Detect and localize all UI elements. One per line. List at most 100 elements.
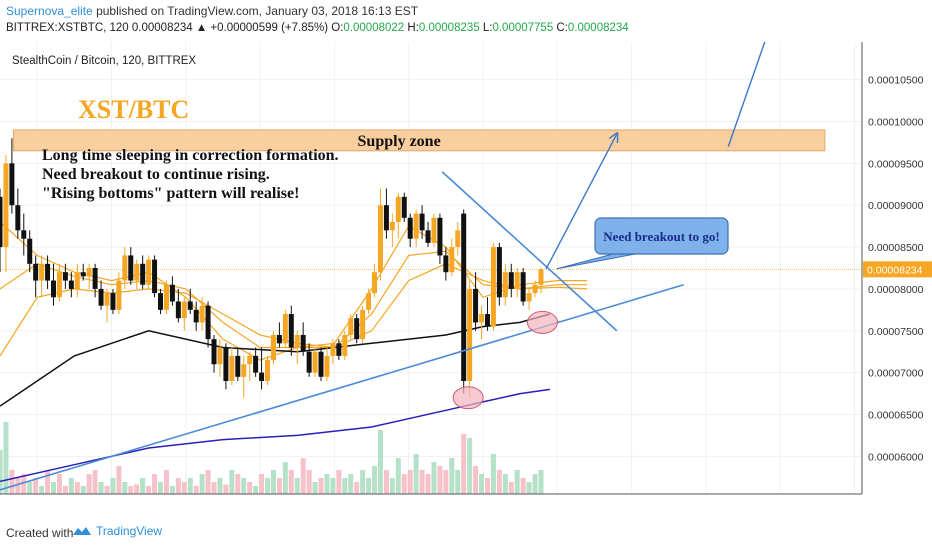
volume-bar	[300, 458, 306, 494]
candle-body	[116, 280, 122, 310]
volume-bar	[455, 470, 461, 494]
volume-bar	[235, 474, 241, 494]
tradingview-brand: TradingView	[96, 524, 163, 538]
candle-body	[134, 263, 140, 281]
note-line: Long time sleeping in correction formati…	[42, 147, 339, 164]
candle-body	[27, 238, 33, 264]
candle-body	[532, 284, 538, 294]
candle-body	[33, 263, 39, 281]
candle-body	[276, 334, 282, 344]
candle-body	[372, 272, 378, 294]
bottom-marker-circle	[526, 310, 558, 334]
volume-bar	[431, 462, 437, 494]
volume-bar	[265, 478, 271, 494]
volume-bar	[514, 470, 520, 494]
candle-body	[175, 301, 181, 319]
candle-body	[490, 247, 496, 327]
volume-bar	[21, 474, 27, 494]
candle-body	[187, 301, 193, 310]
volume-bar	[51, 482, 57, 494]
volume-bar	[366, 478, 372, 494]
price-axis: 0.00006000 0.00006500 0.00007000 0.00007500…	[861, 42, 932, 494]
volume-bar	[62, 486, 68, 494]
volume-bar	[205, 470, 211, 494]
candle-body	[467, 288, 473, 381]
candle-body	[259, 372, 265, 381]
volume-bar	[532, 474, 538, 494]
volume-bar	[306, 470, 312, 494]
candle-body	[229, 355, 235, 381]
volume-bar	[217, 478, 223, 494]
volume-bar	[288, 470, 294, 494]
candle-body	[300, 334, 306, 352]
volume-bar	[110, 478, 116, 494]
candle-body	[270, 334, 276, 361]
candle-body	[282, 314, 288, 344]
volume-bar	[270, 470, 276, 494]
candle-body	[205, 305, 211, 340]
candle-body	[449, 247, 455, 273]
volume-bar	[330, 478, 336, 494]
candle-body	[389, 221, 395, 231]
candle-body	[51, 280, 57, 298]
supply-zone-group: Supply zone	[12, 129, 826, 152]
y-tick-label: 0.00010500	[868, 75, 924, 87]
candle-body	[377, 205, 383, 273]
note-line: "Rising bottoms" pattern will realise!	[42, 185, 299, 202]
candle-body	[431, 217, 437, 243]
candle-body	[502, 272, 508, 298]
volume-bar	[437, 466, 443, 494]
y-tick-label: 0.00006000	[868, 451, 924, 463]
low-label: L:	[479, 22, 493, 34]
volume-bar	[282, 462, 288, 494]
supply-zone-label: Supply zone	[358, 133, 441, 150]
candle-body	[98, 288, 104, 306]
candle-body	[241, 364, 247, 377]
volume-bar	[383, 470, 389, 494]
candle-body	[122, 255, 128, 281]
pair-label: XST/BTC	[78, 95, 189, 124]
rising-support-line	[0, 283, 684, 491]
projection-arrow	[545, 134, 617, 270]
candle-body	[247, 355, 253, 365]
bottom-marker-circle	[452, 386, 484, 410]
candle-body	[324, 355, 330, 377]
candle-body	[306, 351, 312, 373]
volume-bar	[169, 486, 175, 494]
tradingview-link[interactable]: TradingView	[72, 524, 162, 538]
candle-body	[193, 309, 199, 323]
volume-bar	[253, 486, 259, 494]
volume-bar	[223, 484, 229, 494]
candle-body	[140, 263, 146, 285]
volume-bar	[27, 482, 33, 494]
candle-body	[128, 255, 134, 281]
candle-body	[514, 272, 520, 289]
candle-body	[163, 284, 169, 310]
candle-body	[526, 293, 532, 302]
volume-bar	[538, 470, 544, 494]
candle-body	[56, 272, 62, 298]
candle-body	[152, 259, 158, 294]
volume-bar	[80, 486, 86, 494]
volume-bar	[152, 474, 158, 494]
volume-bar	[372, 466, 378, 494]
candle-body	[199, 305, 205, 323]
volume-bar	[449, 458, 455, 494]
price-chart[interactable]: Supply zone XST/BTC Long time sleeping in…	[0, 42, 932, 511]
author-link[interactable]: Supernova_elite	[6, 4, 93, 18]
volume-bar	[473, 466, 479, 494]
chart-title: StealthCoin / Bitcoin, 120, BITTREX	[12, 55, 196, 67]
chart-panel[interactable]: Supply zone XST/BTC Long time sleeping in…	[0, 42, 932, 511]
candle-body	[508, 272, 514, 289]
volume-bar	[92, 470, 98, 494]
volume-bar	[395, 458, 401, 494]
volume-bar	[146, 486, 152, 494]
candle-body	[104, 293, 110, 306]
volume-bar	[413, 454, 419, 494]
candle-body	[348, 318, 354, 335]
volume-bar	[68, 478, 74, 494]
volume-bar	[348, 474, 354, 494]
volume-bar	[187, 478, 193, 494]
candle-body	[425, 230, 431, 243]
candle-body	[520, 272, 526, 302]
